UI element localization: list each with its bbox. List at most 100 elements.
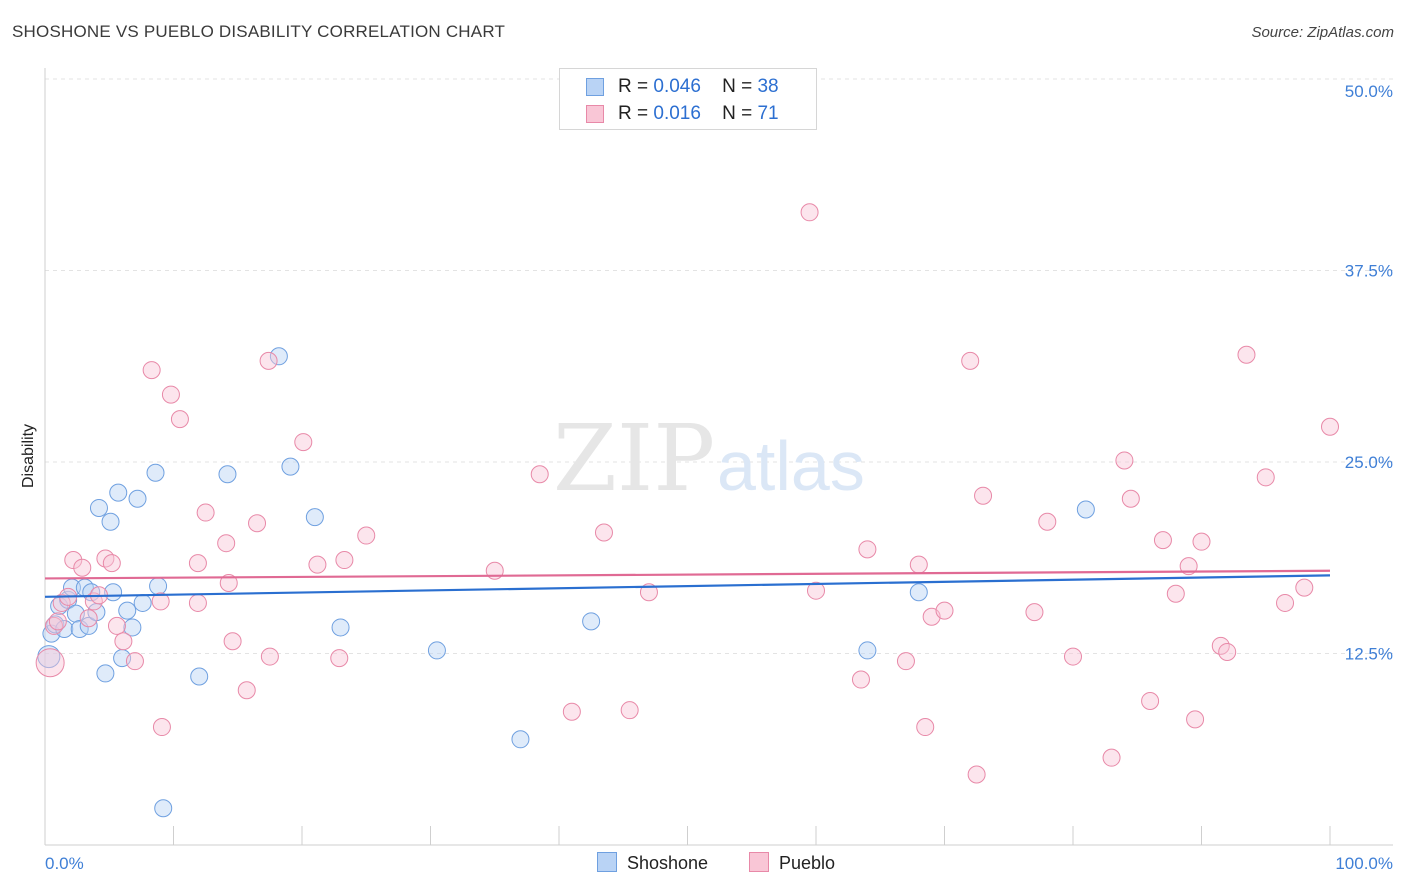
legend-stats-shoshone: R = 0.046 N = 38 [618,76,779,98]
data-point [125,652,144,671]
y-tick-label: 25.0% [1345,453,1393,472]
data-point [260,647,279,666]
legend-r-label: R = [618,103,649,124]
axes [44,68,1393,846]
data-point [935,601,954,620]
data-point [188,554,207,573]
data-point [858,641,877,660]
watermark-zip: ZIP [553,405,715,512]
data-point [294,433,313,452]
y-tick-label: 50.0% [1345,82,1393,101]
data-point [909,583,928,602]
data-point [151,592,170,611]
data-point [269,347,288,366]
series-pueblo [35,203,1339,784]
data-point [1115,451,1134,470]
data-point [562,702,581,721]
data-point [1064,647,1082,666]
data-point [961,351,980,370]
data-point [1179,557,1198,576]
data-point [152,718,171,737]
data-point [1076,500,1095,519]
chart-source: Source: ZipAtlas.com [1251,24,1394,41]
data-point [96,664,115,683]
data-point [530,465,549,484]
bottom-legend-swatch-pueblo [749,852,769,872]
data-point [259,351,278,370]
data-point [511,730,530,749]
bottom-legend-swatch-shoshone [597,852,617,872]
data-point [161,385,180,404]
y-tick-label: 12.5% [1345,645,1393,664]
data-point [48,612,67,631]
data-point [219,574,238,593]
gridlines [45,78,1393,654]
legend-swatch-shoshone [586,78,604,96]
data-point [118,601,137,620]
legend-r-value: 0.046 [653,76,701,97]
data-point [281,457,300,476]
legend-n-label: N = [722,103,753,124]
data-point [330,649,349,668]
data-point [101,512,120,531]
data-point [308,555,327,574]
y-axis-label: Disability [20,424,37,488]
data-point [188,593,207,612]
data-point [123,618,142,637]
data-point [858,540,877,559]
data-point [133,593,152,612]
data-points [35,203,1339,818]
data-point [1218,642,1237,661]
data-point [1256,468,1275,487]
data-point [807,581,825,600]
data-point [1038,512,1057,531]
data-point [1186,710,1205,729]
legend-swatch-pueblo [586,105,604,123]
legend-stats-pueblo: R = 0.016 N = 71 [618,103,779,125]
data-point [196,503,215,522]
stats-legend: R = 0.046 N = 38 R = 0.016 N = 71 [559,68,817,130]
data-point [1102,748,1121,767]
data-point [79,616,98,635]
data-point [35,648,65,678]
series-shoshone [37,347,1095,818]
data-point [1025,603,1044,622]
data-point [190,667,209,686]
data-point [73,558,92,577]
data-point [851,670,870,689]
data-point [248,514,267,533]
trend-lines [44,569,1331,598]
chart-title: SHOSHONE VS PUEBLO DISABILITY CORRELATIO… [12,22,506,41]
data-point [89,498,108,517]
data-point [1237,345,1256,364]
data-point [170,410,189,429]
tick-labels: 12.5% 25.0% 37.5% 50.0% 0.0% 100.0% [45,82,1393,873]
data-point [107,616,126,635]
data-point [967,765,986,784]
data-point [1166,584,1185,603]
data-point [102,554,121,573]
data-point [237,681,256,700]
data-point [149,577,168,596]
legend-r-value: 0.016 [653,103,701,124]
y-tick-label: 37.5% [1345,262,1393,281]
data-point [1276,593,1295,612]
data-point [114,632,133,651]
data-point [79,609,98,628]
data-point [582,612,601,631]
bottom-legend-pueblo: Pueblo [749,852,835,874]
data-point [427,641,446,660]
data-point [109,483,128,502]
data-point [55,619,74,638]
bottom-legend-label-pueblo: Pueblo [779,853,836,873]
data-point [128,489,147,508]
data-point [639,583,658,602]
bottom-legend-shoshone: Shoshone [597,852,708,874]
data-point [1295,578,1314,597]
data-point [896,652,915,671]
watermark-atlas: atlas [717,427,865,505]
data-point [1121,489,1140,508]
data-point [64,551,83,570]
data-point [1321,417,1339,436]
trend-line-pueblo [44,569,1331,580]
